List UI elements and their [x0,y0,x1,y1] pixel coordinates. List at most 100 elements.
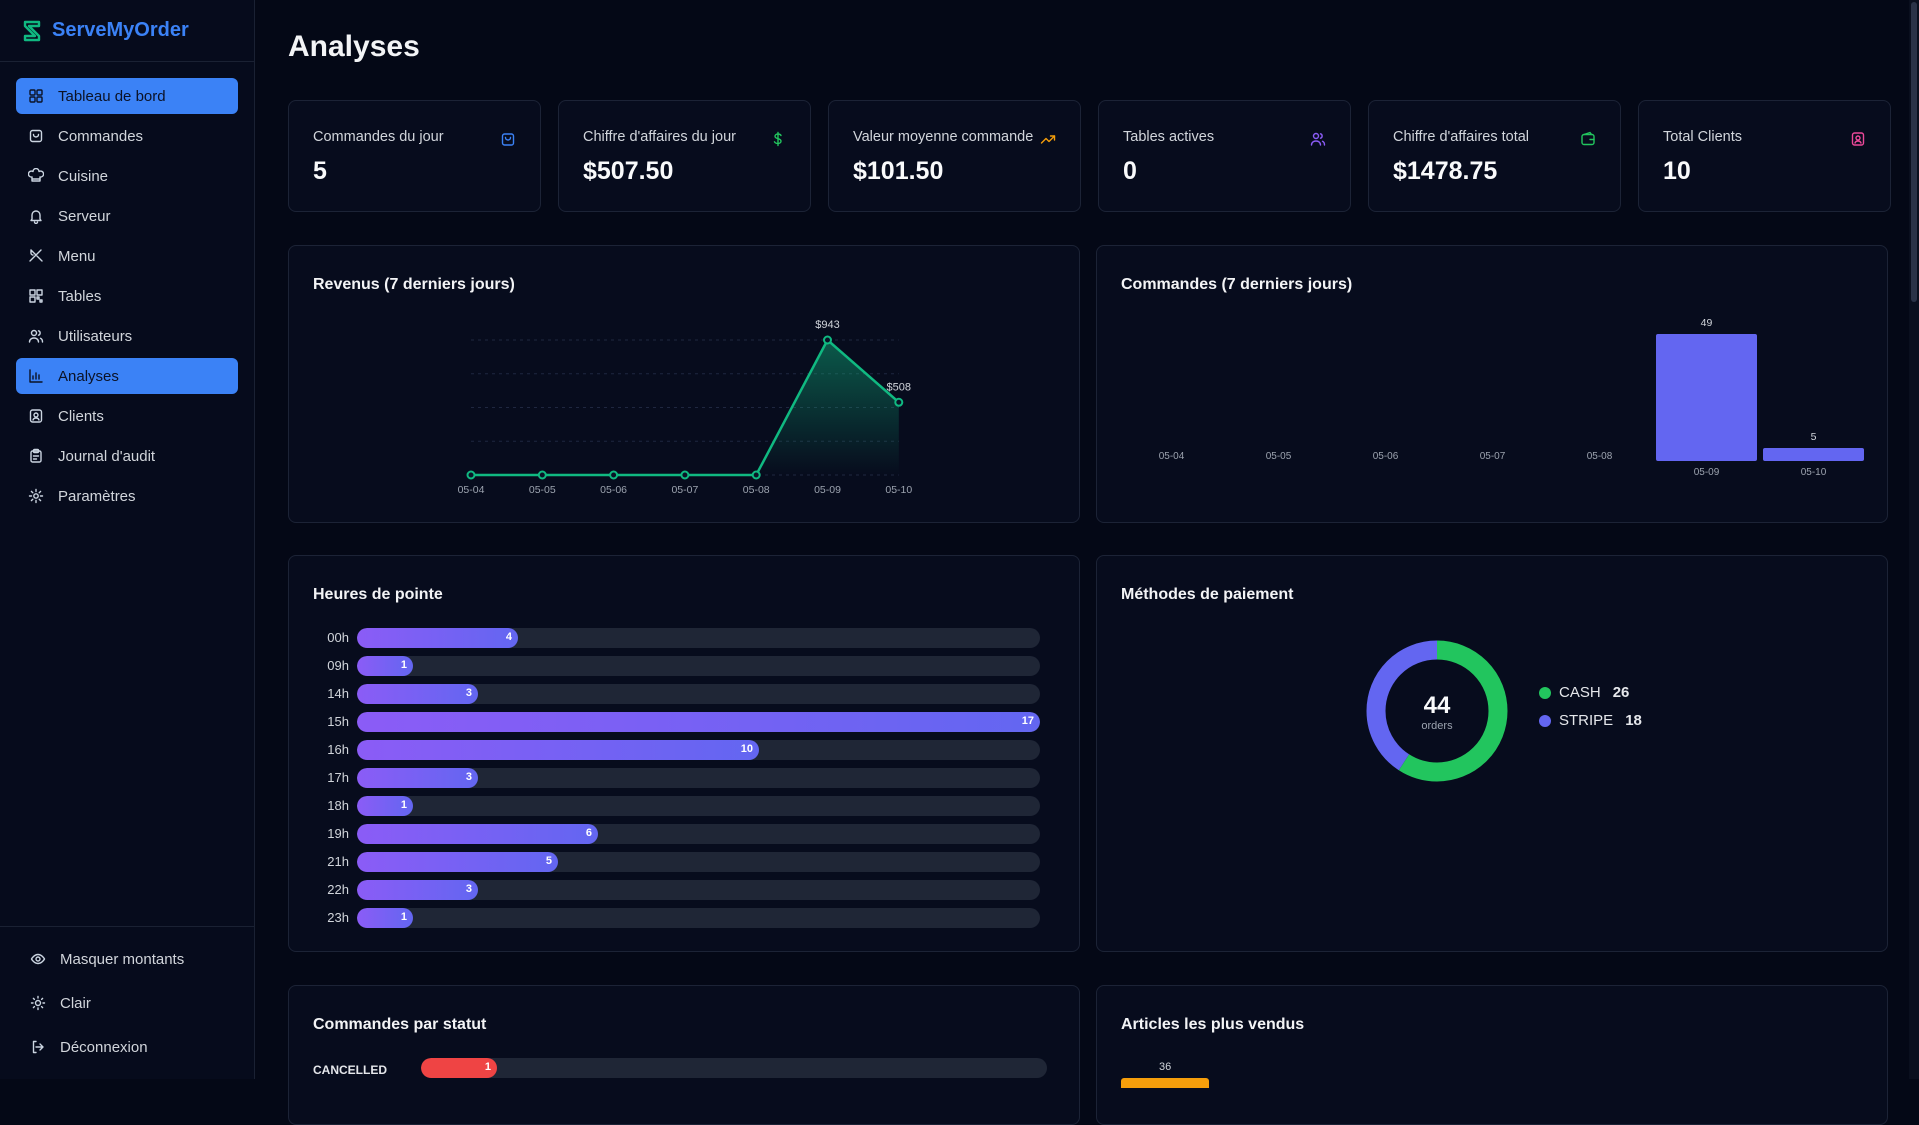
peak-hour-bar: 1 [357,656,413,676]
status-fill: 1 [421,1058,497,1078]
stat-card: Chiffre d'affaires du jour $507.50 [558,100,811,212]
revenue-point[interactable] [751,470,761,480]
revenue-point[interactable] [466,470,476,480]
dashboard-icon [28,88,44,104]
peak-hour-label: 15h [327,714,349,729]
stat-label: Chiffre d'affaires total [1393,129,1530,145]
orders-status-card: Commandes par statut CANCELLED 1 [288,985,1080,1125]
orders-x-tick: 05-04 [1159,451,1185,462]
peak-hour-row: 00h 4 [313,628,1043,648]
orders-x-tick: 05-05 [1266,451,1292,462]
stat-label: Tables actives [1123,129,1215,145]
stat-value: 10 [1663,157,1691,185]
peak-hour-label: 23h [327,910,349,925]
orders-bar[interactable] [1656,334,1757,461]
peak-hour-value: 3 [465,687,472,699]
sidebar-item-dashboard[interactable]: Tableau de bord [16,78,238,114]
sidebar-item-contact[interactable]: Clients [16,398,238,434]
sidebar-item-label: Cuisine [58,167,109,185]
peak-hour-row: 17h 3 [313,768,1043,788]
stat-card: Chiffre d'affaires total $1478.75 [1368,100,1621,212]
sidebar-item-users[interactable]: Utilisateurs [16,318,238,354]
logo-icon [20,19,44,43]
legend-label: STRIPE [1559,712,1614,729]
page-scrollbar[interactable] [1909,0,1919,1079]
peak-hour-label: 22h [327,882,349,897]
sidebar-item-gear[interactable]: Paramètres [16,478,238,514]
stat-value: 0 [1123,157,1137,185]
peak-hour-bar: 5 [357,852,558,872]
brand[interactable]: ServeMyOrder [0,0,254,62]
bell-icon [28,208,44,224]
legend-dot [1539,714,1551,727]
wallet-icon [1580,131,1596,147]
revenue-x-tick: 05-08 [743,484,770,496]
peak-hour-label: 19h [327,826,349,841]
sidebar-action-logout[interactable]: Déconnexion [16,1029,238,1065]
sidebar-item-label: Clients [58,407,104,425]
peak-hour-bar: 6 [357,824,598,844]
peak-hour-row: 09h 1 [313,656,1043,676]
sidebar-item-label: Journal d'audit [58,447,156,465]
revenue-x-tick: 05-04 [458,484,485,496]
peak-hour-row: 19h 6 [313,824,1043,844]
contact-icon [1850,131,1866,147]
orders-chart-title: Commandes (7 derniers jours) [1121,276,1353,293]
orders-x-tick: 05-08 [1587,451,1613,462]
revenue-point[interactable] [609,470,619,480]
sidebar-item-qr-code[interactable]: Tables [16,278,238,314]
orders-bar[interactable] [1763,448,1864,461]
peak-hour-bar: 10 [357,740,759,760]
payment-methods-card: Méthodes de paiement 44 orders CASH 26 STRI… [1096,555,1888,952]
stat-label: Commandes du jour [313,129,444,145]
peak-hour-label: 14h [327,686,349,701]
users-icon [1310,131,1326,147]
revenue-x-tick: 05-07 [671,484,698,496]
peak-hour-bar: 3 [357,768,478,788]
peak-hour-value: 3 [465,771,472,783]
revenue-x-tick: 05-05 [529,484,556,496]
sidebar-item-clipboard[interactable]: Journal d'audit [16,438,238,474]
scrollbar-thumb[interactable] [1911,2,1917,302]
sidebar-item-label: Paramètres [58,487,136,505]
sidebar-item-bar-chart[interactable]: Analyses [16,358,238,394]
sidebar-action-eye[interactable]: Masquer montants [16,941,238,977]
sidebar-item-label: Menu [58,247,96,265]
sidebar-action-sun[interactable]: Clair [16,985,238,1021]
stat-value: $1478.75 [1393,157,1498,185]
sidebar-item-chef-hat[interactable]: Cuisine [16,158,238,194]
revenue-point[interactable] [894,397,904,407]
peak-hour-bar: 1 [357,796,413,816]
sidebar-item-bell[interactable]: Serveur [16,198,238,234]
sidebar-item-utensils[interactable]: Menu [16,238,238,274]
peak-hour-track: 10 [357,740,1040,760]
peak-hour-bar: 3 [357,684,478,704]
sidebar-action-label: Clair [60,994,91,1012]
sidebar-item-orders[interactable]: Commandes [16,118,238,154]
shopping-bag-icon [500,131,516,147]
peak-hour-label: 09h [327,658,349,673]
sidebar-item-label: Tables [58,287,102,305]
peak-hour-value: 5 [545,855,552,867]
legend-label: CASH [1559,684,1601,701]
sidebar-item-label: Analyses [58,367,119,385]
peak-hour-bar: 17 [357,712,1040,732]
orders-bar-label: 49 [1701,317,1713,329]
legend-dot [1539,686,1551,699]
payment-slice[interactable] [1366,640,1508,782]
sidebar: ServeMyOrder Tableau de bord Commandes Cui… [0,0,255,1079]
revenue-point[interactable] [823,335,832,345]
peak-hour-value: 6 [585,827,592,839]
peak-hour-row: 18h 1 [313,796,1043,816]
qr-code-icon [28,288,44,304]
sidebar-item-label: Serveur [58,207,111,225]
peak-hour-bar: 1 [357,908,413,928]
peak-hours-card: Heures de pointe 00h 4 09h 1 14h 3 15h 17 16h 10 1… [288,555,1080,952]
payment-methods-title: Méthodes de paiement [1121,586,1294,603]
peak-hour-value: 1 [400,799,407,811]
peak-hour-track: 17 [357,712,1040,732]
revenue-point[interactable] [680,470,690,480]
revenue-point[interactable] [537,470,547,480]
sidebar-item-label: Commandes [58,127,144,145]
orders-status-title: Commandes par statut [313,1016,487,1033]
